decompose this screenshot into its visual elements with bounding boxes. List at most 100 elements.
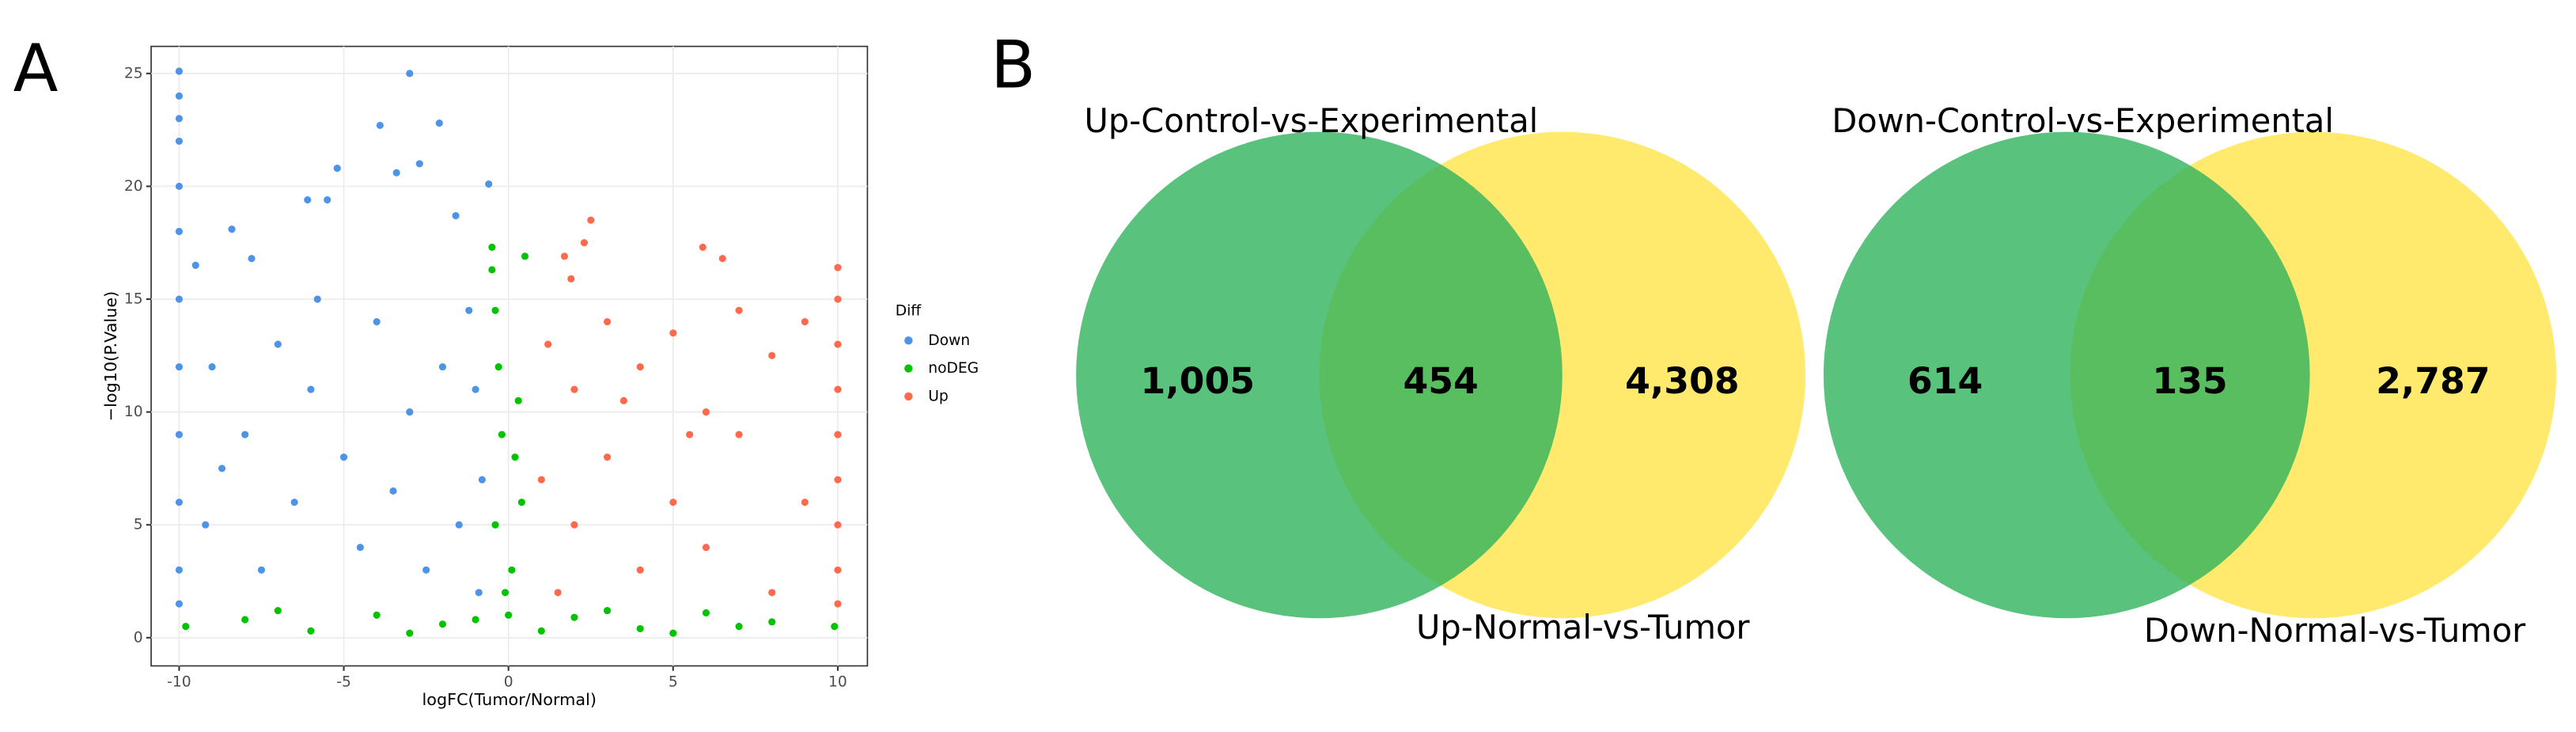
y-tick-label: 10	[124, 404, 143, 420]
point	[699, 243, 707, 252]
point	[570, 613, 578, 621]
point	[603, 317, 612, 326]
point	[834, 521, 842, 529]
point	[514, 396, 522, 404]
legend-label: noDEG	[928, 360, 979, 377]
venn-set-label: Down-Normal-vs-Tumor	[2144, 611, 2526, 650]
point	[521, 252, 529, 260]
point	[834, 600, 842, 608]
point	[669, 499, 677, 506]
point	[718, 255, 726, 263]
point	[537, 476, 545, 484]
point	[228, 226, 236, 233]
point	[517, 499, 525, 506]
point	[452, 211, 460, 220]
point	[274, 340, 282, 348]
point	[587, 216, 595, 224]
point	[175, 182, 183, 191]
point	[175, 137, 183, 145]
x-tick-label: -10	[167, 674, 191, 691]
point	[339, 453, 348, 461]
point	[307, 385, 315, 393]
point	[290, 499, 298, 506]
point	[175, 67, 183, 75]
venn-set-label: Up-Normal-vs-Tumor	[1416, 608, 1750, 647]
point	[603, 607, 612, 615]
point	[472, 385, 479, 393]
point	[501, 589, 510, 597]
point	[175, 600, 183, 608]
point	[511, 453, 519, 461]
venn-circle	[1823, 131, 2310, 619]
point	[505, 611, 513, 619]
point	[324, 195, 331, 204]
y-tick-label: 0	[134, 629, 143, 646]
point	[768, 351, 776, 359]
point	[636, 624, 644, 632]
point	[257, 566, 266, 574]
point	[488, 243, 496, 252]
point	[478, 476, 486, 484]
legend-marker	[904, 364, 913, 373]
point	[580, 239, 588, 247]
x-tick-label: 0	[504, 674, 513, 691]
point	[392, 169, 400, 176]
y-axis-title: −log10(P.Value)	[101, 291, 120, 421]
point	[669, 329, 677, 337]
point	[438, 363, 446, 371]
point	[636, 363, 644, 371]
point	[175, 295, 183, 303]
x-axis-title: logFC(Tumor/Normal)	[422, 690, 597, 709]
point	[475, 589, 483, 597]
point	[472, 616, 479, 624]
point	[373, 611, 381, 619]
y-tick-label: 20	[124, 178, 143, 195]
point	[241, 430, 249, 438]
point	[406, 70, 414, 78]
point	[304, 195, 312, 204]
point	[834, 340, 842, 348]
venn-count: 2,787	[2376, 360, 2490, 402]
point	[735, 306, 743, 314]
point	[175, 363, 183, 371]
point	[191, 261, 199, 269]
point	[834, 295, 842, 303]
point	[406, 629, 414, 637]
venn-circle	[1076, 131, 1563, 619]
point	[834, 566, 842, 574]
point	[498, 430, 506, 438]
point	[554, 589, 562, 597]
venn-count: 135	[2152, 360, 2227, 402]
point	[182, 622, 190, 631]
point	[435, 119, 443, 127]
legend-label: Down	[928, 332, 970, 349]
point	[508, 566, 516, 574]
point	[603, 453, 612, 461]
point	[373, 317, 381, 326]
point	[175, 566, 183, 574]
legend-label: Up	[928, 388, 949, 404]
y-tick-label: 25	[124, 65, 143, 82]
point	[248, 255, 256, 263]
point	[241, 616, 249, 624]
point	[831, 622, 839, 631]
venn-count: 4,308	[1625, 360, 1739, 402]
y-tick-label: 5	[134, 517, 143, 533]
point	[801, 317, 809, 326]
point	[274, 607, 282, 615]
point	[415, 160, 423, 168]
point	[356, 544, 364, 552]
point	[768, 618, 776, 626]
point	[175, 227, 183, 236]
point	[491, 306, 499, 314]
point	[406, 408, 414, 416]
point	[307, 627, 315, 635]
panel-label: A	[13, 30, 59, 107]
venn-count: 1,005	[1141, 360, 1255, 402]
point	[801, 499, 809, 506]
point	[333, 165, 341, 173]
point	[494, 363, 502, 371]
point	[702, 544, 710, 552]
point	[560, 252, 569, 260]
